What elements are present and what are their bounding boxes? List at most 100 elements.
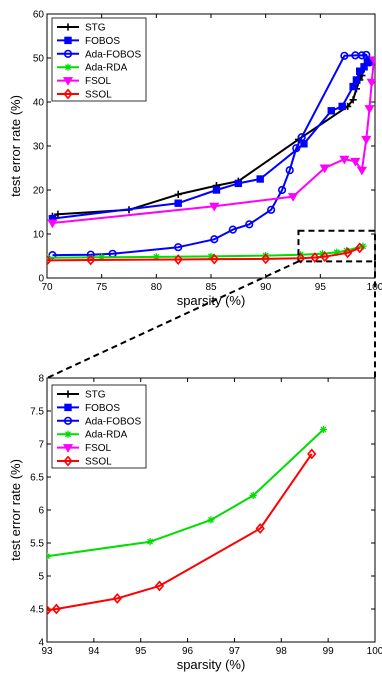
point-ssol bbox=[112, 593, 122, 604]
point-ada-fobos bbox=[362, 50, 371, 60]
series-line-ada-fobos bbox=[52, 53, 371, 257]
x-tick-label: 93 bbox=[41, 646, 53, 657]
y-tick-label: 10 bbox=[33, 230, 45, 241]
point-fsol bbox=[339, 155, 350, 165]
point-ssol bbox=[261, 253, 271, 265]
point-fobos bbox=[234, 179, 243, 188]
point-ssol bbox=[320, 251, 330, 263]
legend-label-stg: STG bbox=[85, 23, 106, 34]
x-tick-label: 100 bbox=[367, 646, 382, 657]
point-ssol bbox=[173, 254, 183, 265]
series-line-ssol bbox=[47, 246, 361, 262]
point-fsol bbox=[209, 202, 220, 212]
legend-label-ssol: SSOL bbox=[85, 457, 112, 468]
x-tick-label: 96 bbox=[182, 646, 194, 657]
zoom-connector bbox=[46, 229, 377, 379]
point-ssol bbox=[154, 580, 165, 592]
legend-label-fsol: FSOL bbox=[85, 443, 112, 454]
point-ssol bbox=[86, 254, 96, 266]
legend-marker-stg bbox=[64, 390, 72, 398]
point-stg bbox=[174, 190, 182, 198]
point-stg bbox=[54, 210, 62, 218]
legend-marker-fobos bbox=[64, 36, 72, 45]
point-ssol bbox=[355, 242, 365, 254]
chart-zoom: 93 94 95 96 97 98 99 100 4 4.5 5 5.5 6 6.5 7 7.5 8 sparsi… bbox=[8, 374, 382, 673]
y-tick-label: 6 bbox=[38, 506, 44, 517]
point-fobos bbox=[352, 76, 361, 84]
point-ada-fobos bbox=[174, 243, 183, 252]
x-tick-label: 90 bbox=[260, 282, 272, 293]
x-axis-label: sparsity (%) bbox=[177, 657, 246, 672]
point-ada-rda bbox=[319, 425, 328, 434]
point-fobos bbox=[349, 82, 357, 91]
point-fsol bbox=[364, 105, 375, 114]
point-ada-rda bbox=[318, 250, 327, 258]
x-tick-label: 75 bbox=[96, 282, 108, 293]
point-ssol bbox=[255, 523, 265, 534]
y-tick-label: 5 bbox=[38, 572, 44, 583]
point-ada-fobos bbox=[297, 133, 306, 142]
point-ada-rda bbox=[207, 252, 215, 261]
point-ada-fobos bbox=[228, 225, 237, 234]
y-tick-label: 7 bbox=[38, 440, 44, 451]
point-ssol bbox=[310, 252, 320, 263]
point-fsol bbox=[319, 164, 330, 174]
chart-overview: 70 75 80 85 90 95 100 0 10 20 30 40 50 60 sparsity (%)… bbox=[8, 10, 382, 309]
legend-marker-ada-fobos bbox=[63, 416, 73, 425]
legend-marker-stg bbox=[64, 23, 72, 31]
legend-marker-ada-rda bbox=[64, 63, 72, 71]
x-tick-label: 70 bbox=[41, 282, 53, 293]
zoom-connector-left bbox=[46, 260, 299, 379]
point-ada-fobos bbox=[357, 51, 366, 60]
legend-label-fsol: FSOL bbox=[85, 76, 112, 87]
point-fsol bbox=[361, 135, 372, 145]
x-tick-label: 100 bbox=[367, 282, 382, 293]
legend-label-ada-rda: Ada-RDA bbox=[85, 63, 128, 74]
point-ssol bbox=[47, 254, 52, 266]
y-tick-label: 0 bbox=[38, 274, 44, 285]
point-stg bbox=[349, 96, 357, 104]
point-ada-fobos bbox=[267, 205, 276, 214]
x-tick-label: 85 bbox=[205, 282, 217, 293]
legend-label-ada-fobos: Ada-FOBOS bbox=[85, 416, 141, 427]
x-tick-label: 80 bbox=[151, 282, 163, 293]
point-ada-rda bbox=[359, 242, 367, 250]
legend-marker-ada-rda bbox=[64, 430, 72, 438]
y-tick-label: 7.5 bbox=[30, 407, 44, 418]
legend-marker-ada-fobos bbox=[63, 49, 73, 58]
legend-marker-ssol bbox=[63, 88, 73, 100]
x-tick-label: 97 bbox=[229, 646, 241, 657]
y-tick-label: 4 bbox=[38, 638, 44, 649]
point-fobos bbox=[174, 199, 182, 207]
y-tick-label: 8 bbox=[38, 374, 44, 385]
point-ada-fobos bbox=[285, 166, 294, 175]
legend: STG FOBOS Ada-FOBOS Ada-RDA FSOL SSOL bbox=[51, 17, 147, 102]
legend-label-fobos: FOBOS bbox=[85, 403, 120, 414]
legend-label-fobos: FOBOS bbox=[85, 36, 120, 47]
point-ada-fobos bbox=[292, 144, 301, 153]
legend-marker-ssol bbox=[63, 455, 73, 467]
legend-label-ada-fobos: Ada-FOBOS bbox=[85, 49, 141, 60]
y-tick-label: 50 bbox=[33, 54, 45, 65]
point-fobos bbox=[355, 67, 364, 75]
point-ada-rda bbox=[152, 253, 160, 261]
point-fsol bbox=[287, 193, 299, 202]
legend-marker-fobos bbox=[64, 403, 72, 412]
y-tick-label: 5.5 bbox=[30, 539, 44, 550]
zoom-region-box bbox=[297, 229, 377, 263]
point-ada-fobos bbox=[340, 51, 349, 60]
point-ssol bbox=[47, 604, 52, 616]
y-axis-label: test error rate (%) bbox=[8, 459, 23, 561]
point-fobos bbox=[212, 186, 221, 194]
point-fsol bbox=[356, 166, 367, 176]
y-tick-label: 4.5 bbox=[30, 605, 44, 616]
point-ssol bbox=[209, 253, 219, 265]
y-tick-label: 40 bbox=[33, 98, 45, 109]
point-fsol bbox=[47, 219, 58, 229]
y-tick-label: 20 bbox=[33, 186, 45, 197]
point-ada-fobos bbox=[277, 185, 287, 195]
y-tick-label: 60 bbox=[33, 10, 45, 21]
point-fsol bbox=[368, 56, 375, 66]
legend: STG FOBOS Ada-FOBOS Ada-RDA FSOL SSOL bbox=[51, 384, 147, 469]
